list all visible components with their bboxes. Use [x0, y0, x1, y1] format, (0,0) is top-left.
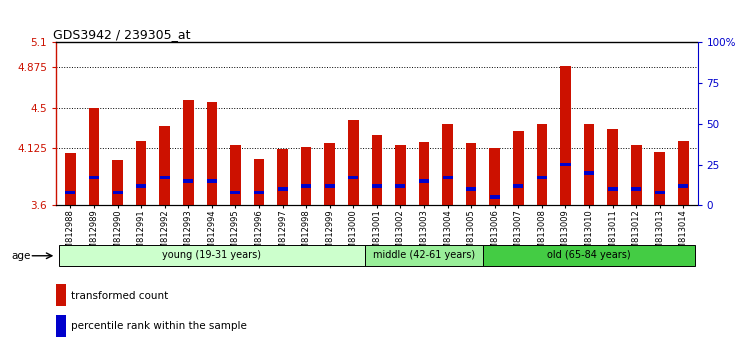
- Bar: [56, 315, 66, 337]
- Bar: [160, 126, 170, 205]
- Bar: [348, 120, 358, 205]
- Bar: [442, 176, 453, 179]
- Bar: [536, 124, 548, 205]
- Bar: [513, 131, 523, 205]
- Bar: [483, 245, 695, 266]
- Bar: [490, 195, 500, 199]
- Bar: [278, 149, 288, 205]
- Bar: [655, 190, 664, 194]
- Text: transformed count: transformed count: [71, 291, 169, 301]
- Bar: [301, 184, 311, 188]
- Bar: [466, 187, 476, 191]
- Bar: [678, 141, 688, 205]
- Bar: [65, 190, 76, 194]
- Bar: [58, 245, 365, 266]
- Bar: [466, 143, 476, 205]
- Bar: [230, 190, 241, 194]
- Bar: [207, 179, 217, 183]
- Bar: [301, 147, 311, 205]
- Bar: [278, 187, 287, 191]
- Bar: [183, 179, 194, 183]
- Bar: [395, 184, 406, 188]
- Bar: [631, 144, 641, 205]
- Bar: [230, 144, 241, 205]
- Bar: [608, 187, 618, 191]
- Bar: [678, 184, 688, 188]
- Bar: [584, 124, 594, 205]
- Bar: [632, 187, 641, 191]
- Bar: [112, 190, 122, 194]
- Bar: [560, 163, 571, 166]
- Text: percentile rank within the sample: percentile rank within the sample: [71, 321, 248, 331]
- Text: young (19-31 years): young (19-31 years): [162, 250, 261, 260]
- Bar: [419, 179, 429, 183]
- Bar: [206, 102, 218, 205]
- Bar: [655, 152, 665, 205]
- Bar: [183, 100, 194, 205]
- Bar: [136, 141, 146, 205]
- Bar: [254, 159, 264, 205]
- Bar: [442, 124, 453, 205]
- Text: age: age: [11, 251, 31, 261]
- Bar: [160, 176, 170, 179]
- Bar: [372, 184, 382, 188]
- Bar: [325, 184, 334, 188]
- Bar: [325, 143, 335, 205]
- Bar: [56, 284, 66, 307]
- Bar: [88, 108, 99, 205]
- Bar: [89, 176, 99, 179]
- Text: old (65-84 years): old (65-84 years): [548, 250, 631, 260]
- Bar: [371, 135, 382, 205]
- Bar: [584, 171, 594, 175]
- Bar: [348, 176, 358, 179]
- Bar: [560, 66, 571, 205]
- Bar: [608, 129, 618, 205]
- Bar: [537, 176, 547, 179]
- Bar: [490, 148, 500, 205]
- Text: middle (42-61 years): middle (42-61 years): [373, 250, 475, 260]
- Bar: [112, 160, 123, 205]
- Bar: [365, 245, 483, 266]
- Text: GDS3942 / 239305_at: GDS3942 / 239305_at: [53, 28, 190, 41]
- Bar: [254, 190, 264, 194]
- Bar: [395, 144, 406, 205]
- Bar: [419, 142, 429, 205]
- Bar: [65, 153, 76, 205]
- Bar: [136, 184, 146, 188]
- Bar: [513, 184, 523, 188]
